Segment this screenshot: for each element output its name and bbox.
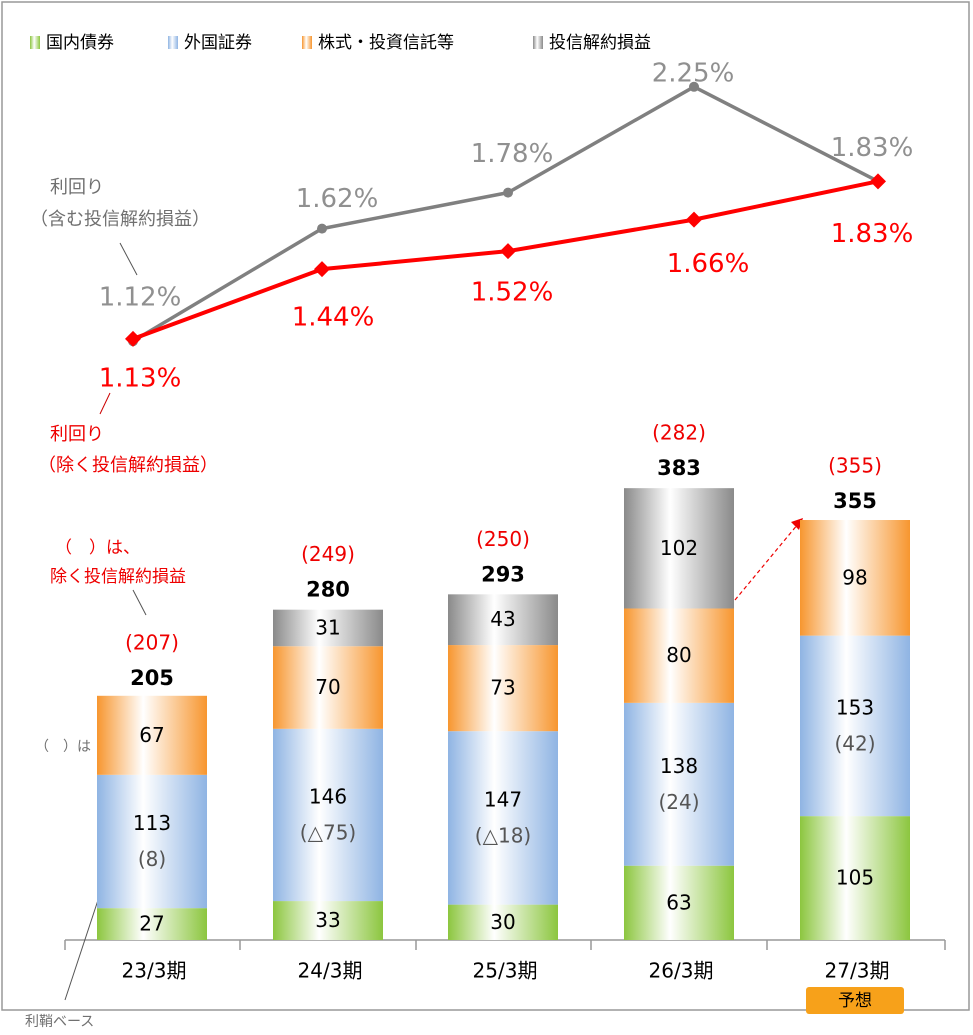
segment-label: 63 [666,890,691,914]
segment-label: 67 [139,723,164,747]
line-value-label: 1.83% [831,219,914,249]
bar-segment [448,594,558,646]
segment-label: 30 [490,910,515,934]
bar-segment [273,901,383,940]
line-marker [503,187,513,198]
bar-segment [97,695,207,775]
legend-swatch [302,36,312,49]
margin-label: (△75) [300,820,356,844]
segment-label: 27 [139,912,164,936]
line-marker [870,173,886,190]
segment-label: 33 [315,908,340,932]
line-value-label: 1.52% [471,278,554,308]
segment-label: 146 [309,784,347,808]
line-marker [125,330,141,347]
legend-swatch [168,36,178,49]
legend-swatch [30,36,40,49]
bar-segment [273,728,383,902]
annotation: 除く投信解約損益 [50,567,186,587]
line-value-label: 1.13% [99,363,182,393]
annotation: （ ）は、 [55,538,140,558]
x-tick-label: 27/3期 [825,959,890,983]
line-value-label: 1.62% [296,184,379,214]
forecast-arrow [734,523,799,601]
segment-label: 70 [315,675,340,699]
annotation: 利鞘ベース [25,1014,94,1030]
total-label: 205 [130,666,174,690]
margin-label: (8) [138,847,166,871]
total-label: 293 [481,562,525,586]
line [132,179,879,341]
line-marker [317,223,327,234]
margin-label: (△18) [475,823,531,847]
segment-label: 105 [836,866,874,890]
segment-label: 138 [660,754,698,778]
line-marker [689,81,699,92]
line-value-label: 1.83% [831,133,914,163]
bar-segment [273,646,383,729]
bar-segment [97,908,207,940]
bar-segment [800,635,910,817]
x-tick-label: 25/3期 [473,959,538,983]
segment-label: 147 [484,787,522,811]
bar-segment [800,816,910,940]
segment-label: 153 [836,695,874,719]
legend-swatch [533,36,543,49]
forecast-badge [806,987,904,1014]
frame [1,1,970,1011]
margin-label: (42) [834,731,875,755]
x-tick-label: 24/3期 [298,959,363,983]
annotation: （含む投信解約損益） [30,209,210,230]
legend-label: 国内債券 [46,33,114,53]
segment-label: 113 [133,811,171,835]
line-marker [314,261,330,278]
annotation: （ ）は [35,739,91,755]
line-value-label: 1.66% [667,249,750,279]
segment-label: 31 [315,615,340,639]
total-label: 355 [833,489,877,513]
annotation: 利回り [50,177,104,198]
annotation: 利回り [50,424,104,445]
x-tick-label: 23/3期 [122,959,187,983]
segment-label: 80 [666,643,691,667]
bar-segment [448,645,558,732]
line-marker [686,211,702,228]
annotation: 予想 [838,991,872,1011]
leader-lines [64,242,147,1001]
total-excluding-label: (250) [476,527,530,551]
bar-segment [800,520,910,636]
line-marker [500,243,516,260]
x-axis-ticks [64,940,946,950]
annotation: （除く投信解約損益） [38,455,218,476]
bar-segment [97,774,207,909]
margin-label: (24) [658,790,699,814]
legend-label: 外国証券 [184,33,252,53]
bar-segment [624,865,734,940]
legend-label: 株式・投資信託等 [318,33,454,53]
bar-segment [624,608,734,703]
legend-label: 投信解約損益 [549,33,651,53]
total-excluding-label: (282) [652,421,706,445]
segment-label: 43 [490,607,515,631]
segment-label: 98 [842,565,867,589]
bar-segment [448,731,558,905]
segment-label: 102 [660,536,698,560]
segment-label: 73 [490,676,515,700]
total-excluding-label: (207) [125,631,179,655]
total-label: 280 [306,578,350,602]
bar-segment [448,904,558,940]
total-excluding-label: (355) [828,454,882,478]
bar-segment [273,609,383,647]
line-value-label: 2.25% [652,58,735,88]
bar-segment [624,702,734,866]
x-tick-label: 26/3期 [649,959,714,983]
line-value-label: 1.12% [99,283,182,313]
total-label: 383 [657,456,701,480]
total-excluding-label: (249) [301,542,355,566]
line-value-label: 1.78% [471,139,554,169]
line-value-label: 1.44% [292,303,375,333]
bar-segment [624,488,734,609]
